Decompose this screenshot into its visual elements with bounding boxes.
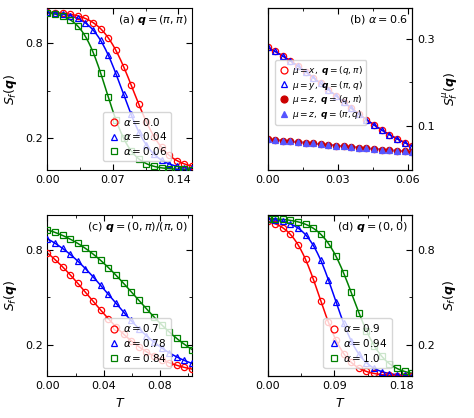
X-axis label: $T$: $T$ xyxy=(335,397,345,410)
Text: (c) $\boldsymbol{q} = (0,\pi)/(\pi,0)$: (c) $\boldsymbol{q} = (0,\pi)/(\pi,0)$ xyxy=(87,220,188,234)
Y-axis label: $S_f^{\mu}(\boldsymbol{q})$: $S_f^{\mu}(\boldsymbol{q})$ xyxy=(440,72,460,106)
Legend: $\mu = x,\; \boldsymbol{q} = (q,\pi)$, $\mu = y,\; \boldsymbol{q} = (\pi,q)$, $\: $\mu = x,\; \boldsymbol{q} = (q,\pi)$, $… xyxy=(275,60,366,125)
Text: (b) $\alpha = 0.6$: (b) $\alpha = 0.6$ xyxy=(349,13,408,26)
Y-axis label: $S_f(\boldsymbol{q})$: $S_f(\boldsymbol{q})$ xyxy=(440,280,457,311)
Text: (d) $\boldsymbol{q} = (0,0)$: (d) $\boldsymbol{q} = (0,0)$ xyxy=(337,220,408,234)
Text: (a) $\boldsymbol{q} = (\pi, \pi)$: (a) $\boldsymbol{q} = (\pi, \pi)$ xyxy=(118,13,188,27)
Legend: $\alpha = 0.9$, $\alpha = 0.94$, $\alpha = 1.0$: $\alpha = 0.9$, $\alpha = 0.94$, $\alpha… xyxy=(323,318,392,368)
X-axis label: $T$: $T$ xyxy=(115,397,125,410)
Legend: $\alpha = 0.7$, $\alpha = 0.78$, $\alpha = 0.84$: $\alpha = 0.7$, $\alpha = 0.78$, $\alpha… xyxy=(103,318,171,368)
Y-axis label: $S_f(\boldsymbol{q})$: $S_f(\boldsymbol{q})$ xyxy=(2,74,19,104)
Legend: $\alpha = 0.0$, $\alpha = 0.04$, $\alpha = 0.06$: $\alpha = 0.0$, $\alpha = 0.04$, $\alpha… xyxy=(103,112,172,161)
Y-axis label: $S_f(\boldsymbol{q})$: $S_f(\boldsymbol{q})$ xyxy=(2,280,19,311)
